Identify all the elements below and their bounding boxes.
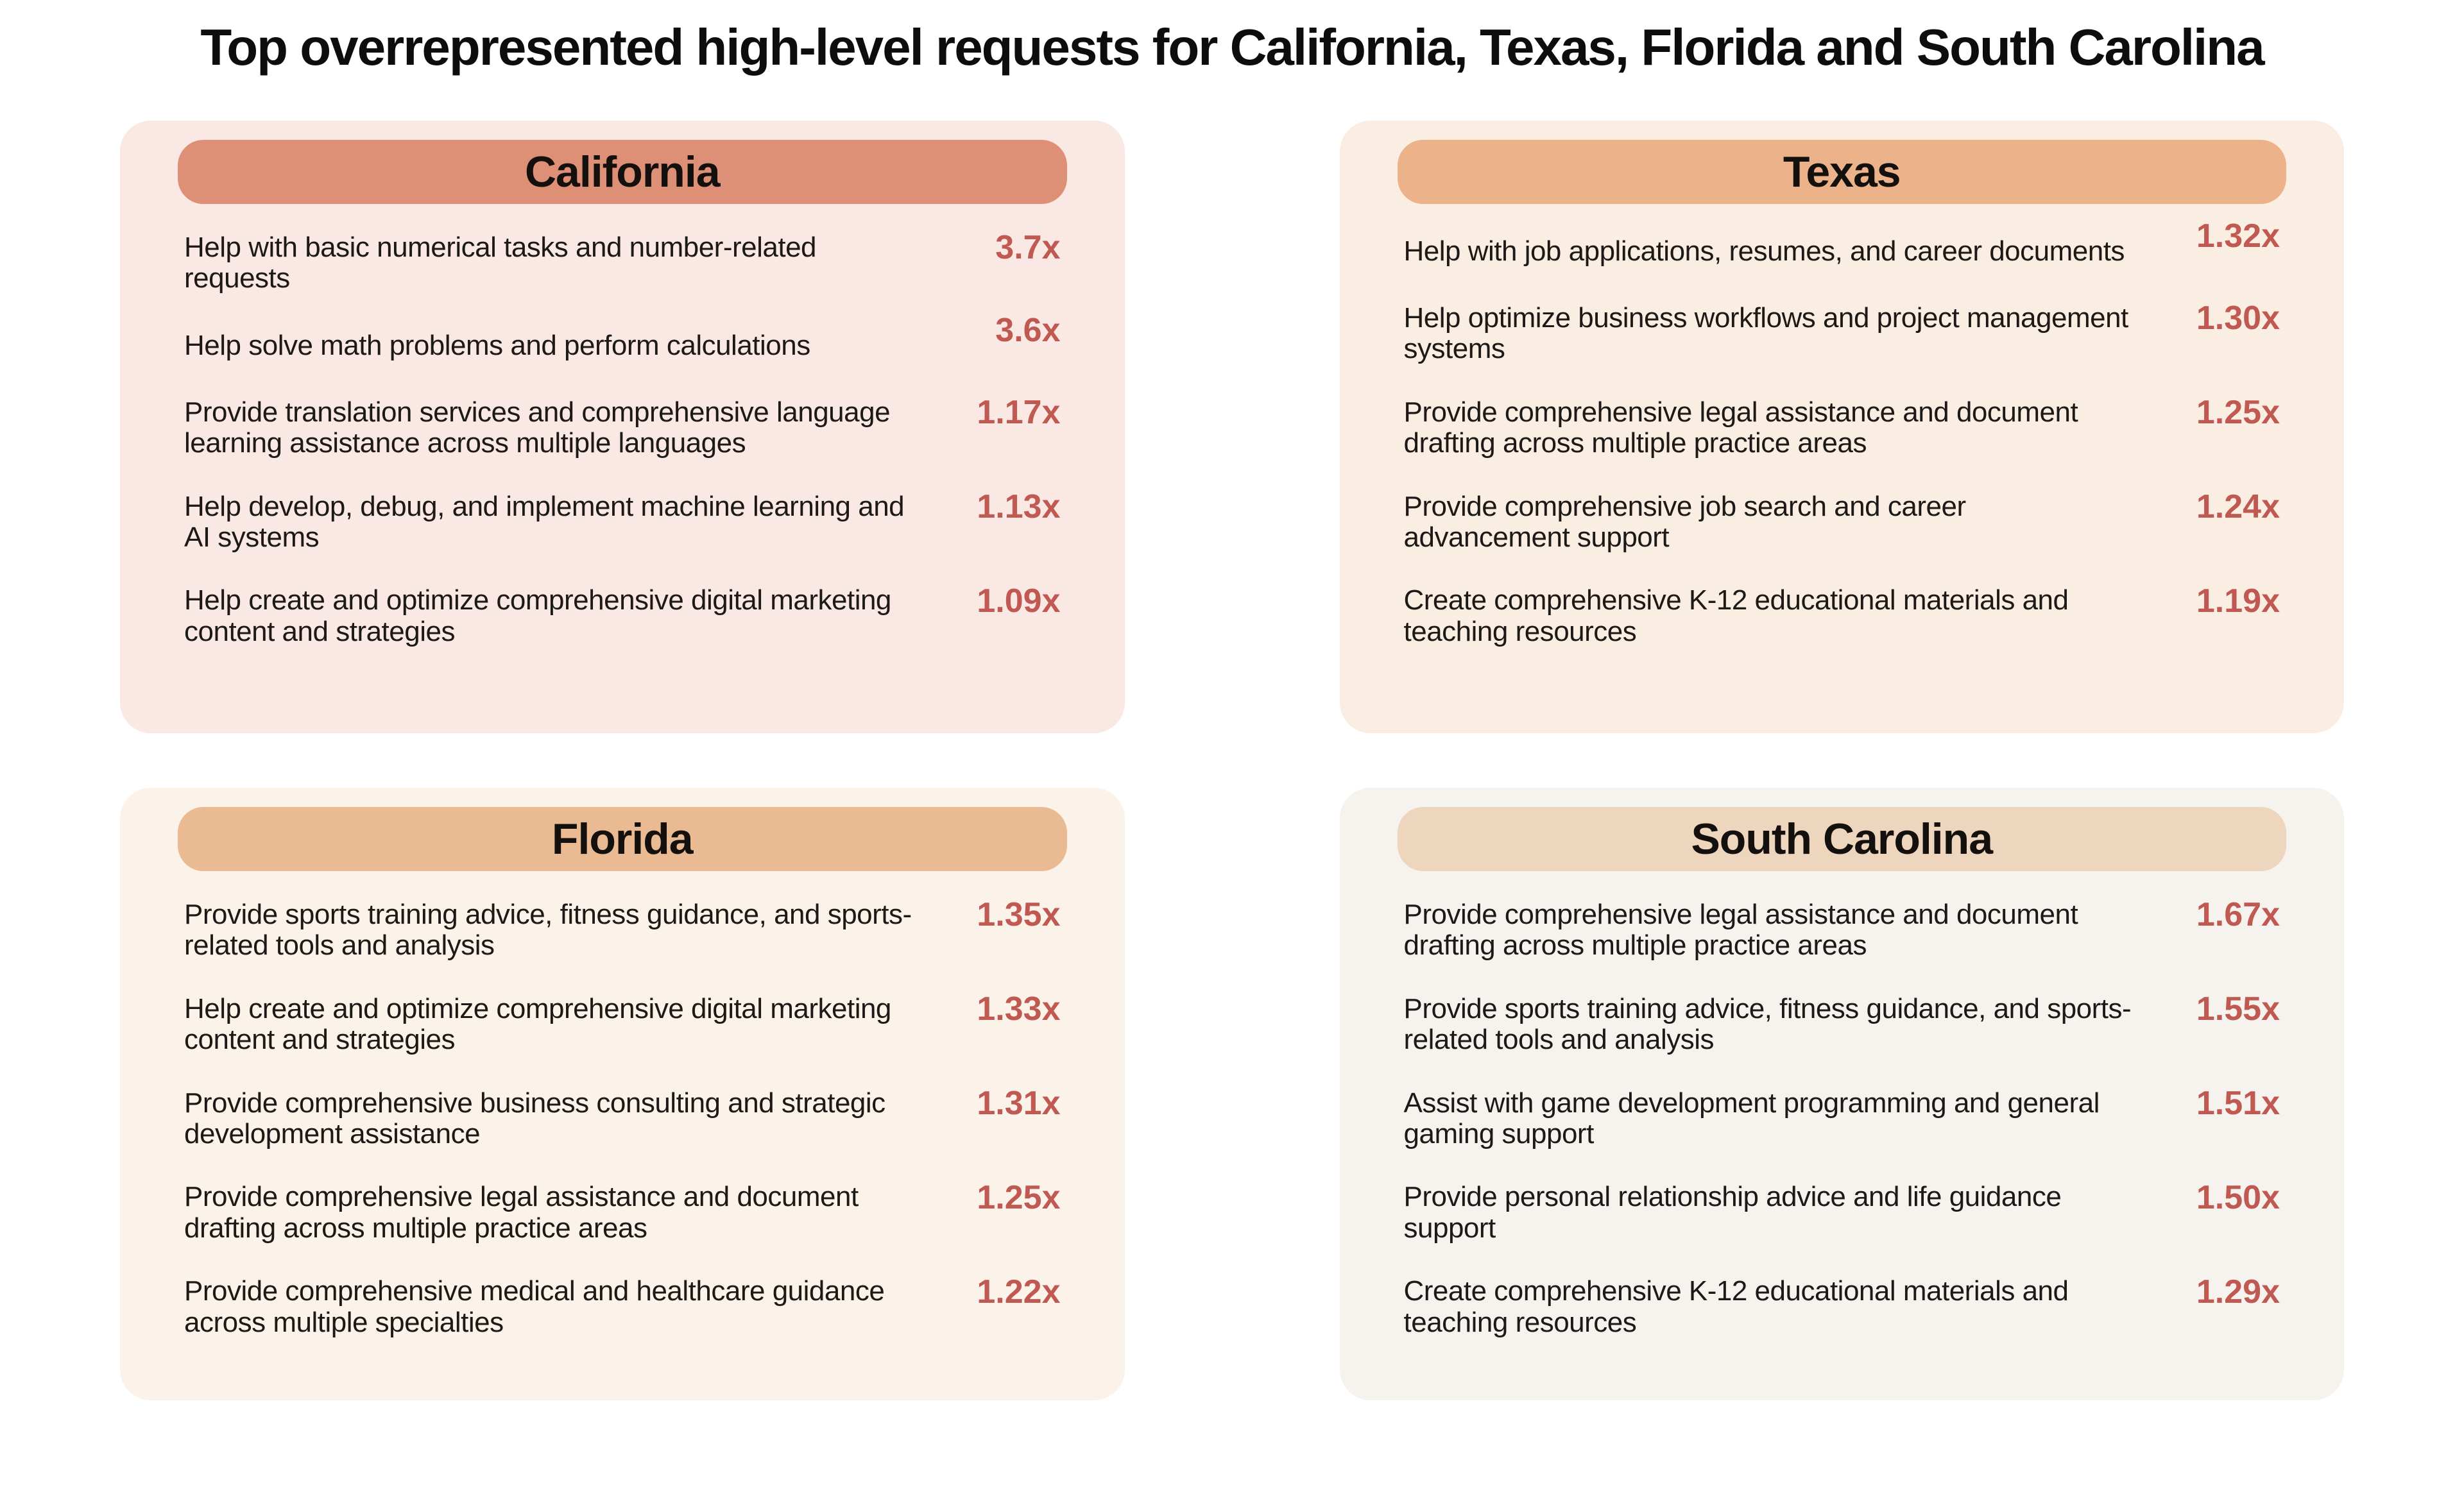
request-multiplier: 3.7x xyxy=(995,229,1061,267)
request-multiplier: 1.67x xyxy=(2196,896,2280,934)
request-text: Help create and optimize comprehensive d… xyxy=(184,992,891,1056)
request-multiplier: 1.17x xyxy=(977,394,1061,432)
request-list: Provide sports training advice, fitness … xyxy=(184,896,1061,1338)
state-header-pill: Florida xyxy=(178,807,1067,871)
request-row: Provide translation services and compreh… xyxy=(184,394,1061,459)
request-multiplier: 1.13x xyxy=(977,488,1061,525)
request-multiplier: 1.50x xyxy=(2196,1178,2280,1216)
request-text: Help with job applications, resumes, and… xyxy=(1403,235,2125,267)
request-multiplier: 1.19x xyxy=(2196,582,2280,620)
request-list: Help with job applications, resumes, and… xyxy=(1403,217,2280,647)
request-row: Help with job applications, resumes, and… xyxy=(1403,217,2280,271)
state-panel-florida: Florida Provide sports training advice, … xyxy=(120,788,1125,1400)
request-multiplier: 1.29x xyxy=(2196,1273,2280,1311)
state-title: California xyxy=(524,148,721,196)
request-multiplier: 1.51x xyxy=(2196,1084,2280,1122)
request-row: Provide comprehensive legal assistance a… xyxy=(1403,896,2280,962)
state-header-pill: Texas xyxy=(1397,140,2286,204)
request-text: Help with basic numerical tasks and numb… xyxy=(184,232,817,294)
request-row: Help create and optimize comprehensive d… xyxy=(184,990,1061,1056)
request-text: Create comprehensive K-12 educational ma… xyxy=(1403,1275,2069,1338)
request-text: Help solve math problems and perform cal… xyxy=(184,329,810,361)
state-title: Florida xyxy=(551,815,694,863)
request-text: Provide translation services and compreh… xyxy=(184,396,891,459)
request-multiplier: 1.09x xyxy=(977,582,1061,620)
request-list: Provide comprehensive legal assistance a… xyxy=(1403,896,2280,1338)
request-row: Help solve math problems and perform cal… xyxy=(184,312,1061,365)
request-text: Provide personal relationship advice and… xyxy=(1403,1181,2062,1244)
page-title: Top overrepresented high-level requests … xyxy=(200,19,2264,76)
state-panel-south-carolina: South Carolina Provide comprehensive leg… xyxy=(1339,788,2344,1400)
state-header-pill: California xyxy=(178,140,1067,204)
request-multiplier: 1.24x xyxy=(2196,488,2280,525)
request-row: Help with basic numerical tasks and numb… xyxy=(184,229,1061,294)
request-multiplier: 3.6x xyxy=(995,311,1061,349)
request-text: Provide sports training advice, fitness … xyxy=(1403,992,2132,1056)
request-row: Provide sports training advice, fitness … xyxy=(1403,990,2280,1056)
request-text: Help create and optimize comprehensive d… xyxy=(184,584,891,647)
request-text: Assist with game development programming… xyxy=(1403,1087,2100,1150)
request-multiplier: 1.31x xyxy=(977,1084,1061,1122)
request-list: Help with basic numerical tasks and numb… xyxy=(184,229,1061,647)
request-multiplier: 1.25x xyxy=(977,1178,1061,1216)
request-text: Provide comprehensive job search and car… xyxy=(1403,490,1967,553)
request-row: Help optimize business workflows and pro… xyxy=(1403,300,2280,365)
request-row: Help develop, debug, and implement machi… xyxy=(184,488,1061,554)
state-header-pill: South Carolina xyxy=(1397,807,2286,871)
request-multiplier: 1.25x xyxy=(2196,394,2280,432)
state-panel-california: California Help with basic numerical tas… xyxy=(120,121,1125,733)
state-panel-texas: Texas Help with job applications, resume… xyxy=(1339,121,2344,733)
request-row: Provide sports training advice, fitness … xyxy=(184,896,1061,962)
request-text: Provide sports training advice, fitness … xyxy=(184,899,912,962)
request-text: Provide comprehensive legal assistance a… xyxy=(184,1181,859,1244)
request-multiplier: 1.35x xyxy=(977,896,1061,934)
request-multiplier: 1.32x xyxy=(2196,217,2280,255)
state-title: Texas xyxy=(1783,148,1901,196)
request-text: Provide comprehensive legal assistance a… xyxy=(1403,899,2078,962)
panel-grid: California Help with basic numerical tas… xyxy=(120,121,2344,1400)
request-row: Assist with game development programming… xyxy=(1403,1085,2280,1150)
request-row: Create comprehensive K-12 educational ma… xyxy=(1403,1273,2280,1338)
request-row: Provide comprehensive legal assistance a… xyxy=(1403,394,2280,459)
request-row: Help create and optimize comprehensive d… xyxy=(184,582,1061,647)
request-row: Provide comprehensive job search and car… xyxy=(1403,488,2280,554)
state-title: South Carolina xyxy=(1691,815,1993,863)
request-row: Provide comprehensive business consultin… xyxy=(184,1085,1061,1150)
request-row: Provide personal relationship advice and… xyxy=(1403,1179,2280,1244)
request-multiplier: 1.22x xyxy=(977,1273,1061,1311)
request-multiplier: 1.33x xyxy=(977,990,1061,1028)
request-text: Help develop, debug, and implement machi… xyxy=(184,490,905,553)
request-row: Create comprehensive K-12 educational ma… xyxy=(1403,582,2280,647)
request-row: Provide comprehensive legal assistance a… xyxy=(184,1179,1061,1244)
request-multiplier: 1.55x xyxy=(2196,990,2280,1028)
request-text: Provide comprehensive medical and health… xyxy=(184,1275,885,1338)
request-text: Create comprehensive K-12 educational ma… xyxy=(1403,584,2069,647)
request-text: Provide comprehensive legal assistance a… xyxy=(1403,396,2078,459)
request-multiplier: 1.30x xyxy=(2196,300,2280,337)
request-row: Provide comprehensive medical and health… xyxy=(184,1273,1061,1338)
request-text: Provide comprehensive business consultin… xyxy=(184,1087,886,1150)
request-text: Help optimize business workflows and pro… xyxy=(1403,302,2129,365)
